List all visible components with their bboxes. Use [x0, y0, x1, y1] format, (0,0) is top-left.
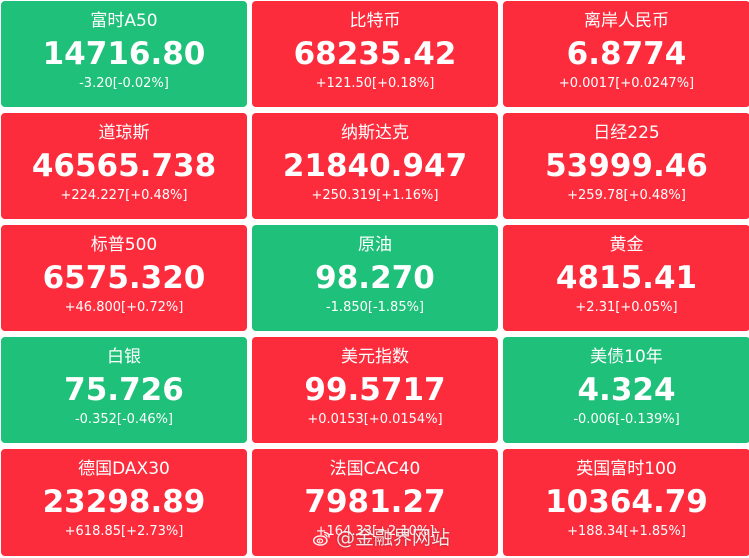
quote-name: 德国DAX30 — [78, 459, 170, 479]
quote-tile-gold[interactable]: 黄金 4815.41 +2.31[+0.05%] — [503, 225, 749, 331]
quote-change: -3.20[-0.02%] — [79, 76, 169, 91]
quote-price: 68235.42 — [293, 36, 457, 72]
quote-change: -1.850[-1.85%] — [325, 300, 425, 315]
quote-name: 黄金 — [609, 235, 644, 255]
quote-tile-nasdaq[interactable]: 纳斯达克 21840.947 +250.319[+1.16%] — [252, 113, 498, 219]
quote-tile-ftse-china-a50[interactable]: 富时A50 14716.80 -3.20[-0.02%] — [1, 1, 247, 107]
quote-price: 23298.89 — [42, 484, 206, 520]
quote-tile-us-10y-treasury[interactable]: 美债10年 4.324 -0.006[-0.139%] — [503, 337, 749, 443]
quote-change: +46.800[+0.72%] — [64, 300, 184, 315]
quote-change: +250.319[+1.16%] — [311, 188, 439, 203]
quote-name: 法国CAC40 — [329, 459, 421, 479]
quote-change: +0.0153[+0.0154%] — [307, 412, 443, 427]
quote-change: +188.34[+1.85%] — [567, 524, 686, 539]
quote-name: 原油 — [358, 235, 392, 255]
quote-change: +0.0017[+0.0247%] — [558, 76, 695, 91]
quote-price: 7981.27 — [304, 484, 446, 520]
quote-tile-offshore-rmb[interactable]: 离岸人民币 6.8774 +0.0017[+0.0247%] — [503, 1, 749, 107]
quote-tile-silver[interactable]: 白银 75.726 -0.352[-0.46%] — [1, 337, 247, 443]
quote-change: -0.006[-0.139%] — [573, 412, 680, 427]
quote-price: 53999.46 — [545, 148, 708, 184]
quote-name: 美元指数 — [341, 347, 409, 367]
quote-tile-dollar-index[interactable]: 美元指数 99.5717 +0.0153[+0.0154%] — [252, 337, 498, 443]
quote-price: 4.324 — [577, 372, 676, 408]
quote-name: 美债10年 — [590, 347, 663, 367]
quote-change: +164.33[+2.10%] — [315, 524, 435, 539]
quote-change: +224.227[+0.48%] — [60, 188, 188, 203]
quote-price: 98.270 — [315, 260, 435, 296]
quote-price: 6.8774 — [566, 36, 687, 72]
quote-price: 46565.738 — [31, 148, 217, 184]
quote-tile-bitcoin[interactable]: 比特币 68235.42 +121.50[+0.18%] — [252, 1, 498, 107]
quote-price: 21840.947 — [282, 148, 468, 184]
quote-tile-sp-500[interactable]: 标普500 6575.320 +46.800[+0.72%] — [1, 225, 247, 331]
quote-price: 10364.79 — [545, 484, 708, 520]
quote-tile-crude-oil[interactable]: 原油 98.270 -1.850[-1.85%] — [252, 225, 498, 331]
quote-name: 标普500 — [90, 235, 158, 255]
quote-name: 日经225 — [593, 123, 660, 143]
quote-change: +121.50[+0.18%] — [315, 76, 435, 91]
quote-price: 99.5717 — [304, 372, 446, 408]
quote-tile-dax-30[interactable]: 德国DAX30 23298.89 +618.85[+2.73%] — [1, 449, 247, 556]
quote-name: 比特币 — [349, 11, 401, 31]
quote-change: +259.78[+0.48%] — [567, 188, 686, 203]
quote-tile-dow-jones[interactable]: 道琼斯 46565.738 +224.227[+0.48%] — [1, 113, 247, 219]
quote-name: 道琼斯 — [98, 123, 150, 143]
quote-name: 离岸人民币 — [584, 11, 669, 31]
quote-name: 白银 — [107, 347, 141, 367]
quote-price: 75.726 — [64, 372, 184, 408]
quote-name: 富时A50 — [90, 11, 158, 31]
quote-name: 纳斯达克 — [341, 123, 409, 143]
quote-tile-cac-40[interactable]: 法国CAC40 7981.27 +164.33[+2.10%] — [252, 449, 498, 556]
quote-price: 4815.41 — [555, 260, 698, 296]
quote-change: +618.85[+2.73%] — [64, 524, 184, 539]
quote-change: +2.31[+0.05%] — [575, 300, 678, 315]
quote-tile-ftse-100[interactable]: 英国富时100 10364.79 +188.34[+1.85%] — [503, 449, 749, 556]
quote-name: 英国富时100 — [576, 459, 677, 479]
quote-change: -0.352[-0.46%] — [74, 412, 174, 427]
quote-tile-nikkei-225[interactable]: 日经225 53999.46 +259.78[+0.48%] — [503, 113, 749, 219]
quote-price: 14716.80 — [42, 36, 206, 72]
quote-price: 6575.320 — [42, 260, 206, 296]
